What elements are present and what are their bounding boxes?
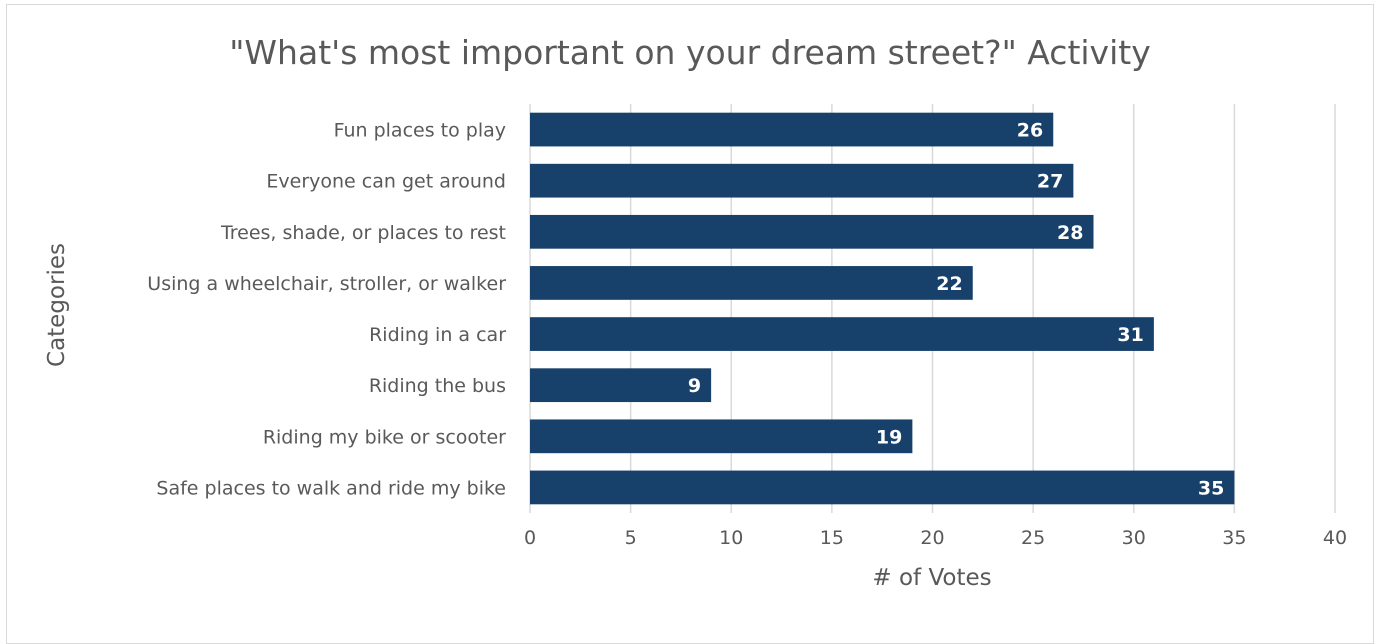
bar <box>530 266 973 300</box>
category-label: Riding in a car <box>369 324 506 346</box>
x-axis-title: # of Votes <box>872 565 991 591</box>
bar-chart: "What's most important on your dream str… <box>44 33 1347 591</box>
chart-title: "What's most important on your dream str… <box>229 33 1150 72</box>
data-label: 22 <box>936 273 962 295</box>
bar <box>530 317 1154 351</box>
data-label: 35 <box>1198 477 1224 499</box>
category-label: Safe places to walk and ride my bike <box>156 477 506 499</box>
x-tick-label: 35 <box>1222 527 1246 549</box>
bar <box>530 419 913 454</box>
data-label: 28 <box>1057 222 1083 244</box>
data-labels: 26 27 28 22 31 9 19 35 <box>688 120 1224 500</box>
bar <box>530 214 1094 249</box>
data-label: 31 <box>1117 324 1143 346</box>
category-label: Trees, shade, or places to rest <box>220 222 506 244</box>
category-labels: Fun places to play Everyone can get aroun… <box>147 120 506 500</box>
bar <box>530 112 1054 147</box>
category-label: Riding the bus <box>369 375 506 397</box>
x-tick-label: 15 <box>820 527 844 549</box>
x-tick-label: 25 <box>1021 527 1045 549</box>
bar <box>530 368 712 403</box>
data-label: 26 <box>1017 120 1043 142</box>
x-tick-label: 10 <box>719 527 743 549</box>
x-tick-label: 20 <box>920 527 944 549</box>
x-tick-labels: 0 5 10 15 20 25 30 35 40 <box>524 527 1347 549</box>
category-label: Everyone can get around <box>266 171 506 193</box>
x-tick-label: 0 <box>524 527 536 549</box>
data-label: 9 <box>688 375 701 397</box>
category-label: Fun places to play <box>334 120 506 142</box>
x-tick-label: 40 <box>1323 527 1347 549</box>
bar <box>530 470 1235 505</box>
bars <box>530 112 1235 505</box>
x-tick-label: 5 <box>625 527 637 549</box>
data-label: 27 <box>1037 171 1063 193</box>
x-tick-label: 30 <box>1122 527 1146 549</box>
category-label: Using a wheelchair, stroller, or walker <box>147 273 506 295</box>
bar <box>530 163 1074 198</box>
y-axis-title: Categories <box>44 243 70 367</box>
category-label: Riding my bike or scooter <box>263 426 506 448</box>
data-label: 19 <box>876 426 902 448</box>
